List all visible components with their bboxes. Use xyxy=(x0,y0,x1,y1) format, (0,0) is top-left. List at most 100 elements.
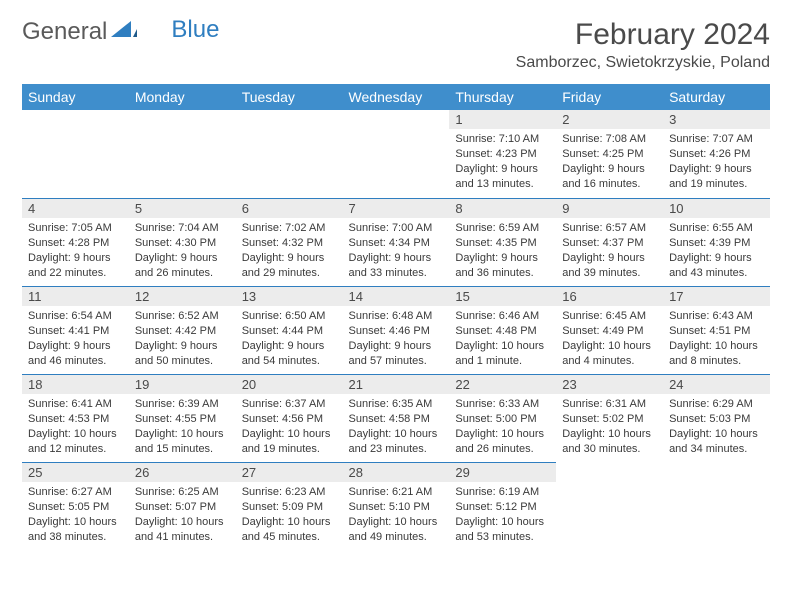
day-detail-line: Sunset: 4:41 PM xyxy=(28,324,123,339)
day-detail-line: Sunset: 4:42 PM xyxy=(135,324,230,339)
day-detail-line: and 45 minutes. xyxy=(242,530,337,545)
calendar-cell: 28Sunrise: 6:21 AMSunset: 5:10 PMDayligh… xyxy=(343,462,450,550)
calendar-row: 1Sunrise: 7:10 AMSunset: 4:23 PMDaylight… xyxy=(22,110,770,198)
day-detail-line: Sunset: 5:12 PM xyxy=(455,500,550,515)
day-detail-line: Sunset: 4:56 PM xyxy=(242,412,337,427)
logo-icon xyxy=(111,18,137,46)
day-detail-line: Sunrise: 6:25 AM xyxy=(135,485,230,500)
day-details: Sunrise: 6:35 AMSunset: 4:58 PMDaylight:… xyxy=(343,394,450,460)
day-detail-line: Sunset: 5:03 PM xyxy=(669,412,764,427)
day-detail-line: Daylight: 10 hours xyxy=(455,515,550,530)
calendar-cell: 3Sunrise: 7:07 AMSunset: 4:26 PMDaylight… xyxy=(663,110,770,198)
day-detail-line: Sunrise: 6:54 AM xyxy=(28,309,123,324)
day-details: Sunrise: 7:02 AMSunset: 4:32 PMDaylight:… xyxy=(236,218,343,284)
day-detail-line: Sunrise: 6:19 AM xyxy=(455,485,550,500)
calendar-cell: 24Sunrise: 6:29 AMSunset: 5:03 PMDayligh… xyxy=(663,374,770,462)
day-detail-line: Daylight: 9 hours xyxy=(455,162,550,177)
day-detail-line: and 30 minutes. xyxy=(562,442,657,457)
day-detail-line: Sunset: 5:00 PM xyxy=(455,412,550,427)
calendar-cell: 2Sunrise: 7:08 AMSunset: 4:25 PMDaylight… xyxy=(556,110,663,198)
day-detail-line: Daylight: 9 hours xyxy=(669,162,764,177)
calendar-cell: 16Sunrise: 6:45 AMSunset: 4:49 PMDayligh… xyxy=(556,286,663,374)
day-detail-line: Sunset: 5:10 PM xyxy=(349,500,444,515)
day-detail-line: Sunset: 4:32 PM xyxy=(242,236,337,251)
day-number: 18 xyxy=(22,374,129,394)
day-number: 24 xyxy=(663,374,770,394)
day-detail-line: and 41 minutes. xyxy=(135,530,230,545)
day-detail-line: and 12 minutes. xyxy=(28,442,123,457)
day-detail-line: Daylight: 10 hours xyxy=(242,427,337,442)
day-details: Sunrise: 7:04 AMSunset: 4:30 PMDaylight:… xyxy=(129,218,236,284)
day-detail-line: and 8 minutes. xyxy=(669,354,764,369)
day-details: Sunrise: 6:21 AMSunset: 5:10 PMDaylight:… xyxy=(343,482,450,548)
calendar-cell: 20Sunrise: 6:37 AMSunset: 4:56 PMDayligh… xyxy=(236,374,343,462)
day-detail-line: Sunrise: 6:48 AM xyxy=(349,309,444,324)
day-detail-line: Sunrise: 6:52 AM xyxy=(135,309,230,324)
day-detail-line: Daylight: 10 hours xyxy=(562,339,657,354)
day-detail-line: Daylight: 9 hours xyxy=(349,251,444,266)
day-number: 2 xyxy=(556,110,663,129)
day-detail-line: and 33 minutes. xyxy=(349,266,444,281)
day-detail-line: Daylight: 9 hours xyxy=(28,339,123,354)
day-detail-line: and 50 minutes. xyxy=(135,354,230,369)
day-number: 19 xyxy=(129,374,236,394)
logo: General Blue xyxy=(22,18,219,46)
day-detail-line: Sunset: 4:28 PM xyxy=(28,236,123,251)
day-number: 9 xyxy=(556,198,663,218)
day-number: 11 xyxy=(22,286,129,306)
day-detail-line: Sunrise: 6:59 AM xyxy=(455,221,550,236)
day-details: Sunrise: 7:08 AMSunset: 4:25 PMDaylight:… xyxy=(556,129,663,195)
day-details: Sunrise: 6:52 AMSunset: 4:42 PMDaylight:… xyxy=(129,306,236,372)
day-detail-line: and 19 minutes. xyxy=(669,177,764,192)
calendar-cell: 4Sunrise: 7:05 AMSunset: 4:28 PMDaylight… xyxy=(22,198,129,286)
calendar-cell: 11 Sunrise: 6:54 AMSunset: 4:41 PMDayligh… xyxy=(22,286,129,374)
calendar-cell: 15Sunrise: 6:46 AMSunset: 4:48 PMDayligh… xyxy=(449,286,556,374)
day-detail-line: Sunset: 5:05 PM xyxy=(28,500,123,515)
day-detail-line: Sunrise: 6:27 AM xyxy=(28,485,123,500)
day-detail-line: Sunset: 4:34 PM xyxy=(349,236,444,251)
header: General Blue February 2024 Samborzec, Sw… xyxy=(22,18,770,72)
calendar-cell: 8Sunrise: 6:59 AMSunset: 4:35 PMDaylight… xyxy=(449,198,556,286)
day-number: 21 xyxy=(343,374,450,394)
day-detail-line: Sunset: 5:09 PM xyxy=(242,500,337,515)
day-detail-line: Daylight: 10 hours xyxy=(135,427,230,442)
day-details: Sunrise: 6:55 AMSunset: 4:39 PMDaylight:… xyxy=(663,218,770,284)
day-detail-line: Sunrise: 6:23 AM xyxy=(242,485,337,500)
weekday-header: Thursday xyxy=(449,84,556,110)
day-detail-line: Sunrise: 6:45 AM xyxy=(562,309,657,324)
calendar-cell: 23Sunrise: 6:31 AMSunset: 5:02 PMDayligh… xyxy=(556,374,663,462)
day-number: 4 xyxy=(22,198,129,218)
calendar-cell: 19Sunrise: 6:39 AMSunset: 4:55 PMDayligh… xyxy=(129,374,236,462)
calendar-cell: 6Sunrise: 7:02 AMSunset: 4:32 PMDaylight… xyxy=(236,198,343,286)
day-details: Sunrise: 6:29 AMSunset: 5:03 PMDaylight:… xyxy=(663,394,770,460)
day-detail-line: Daylight: 9 hours xyxy=(135,339,230,354)
calendar-cell: 10Sunrise: 6:55 AMSunset: 4:39 PMDayligh… xyxy=(663,198,770,286)
day-detail-line: Daylight: 10 hours xyxy=(455,427,550,442)
calendar-cell: 9Sunrise: 6:57 AMSunset: 4:37 PMDaylight… xyxy=(556,198,663,286)
day-detail-line: Sunrise: 7:02 AM xyxy=(242,221,337,236)
day-details: Sunrise: 6:39 AMSunset: 4:55 PMDaylight:… xyxy=(129,394,236,460)
day-number: 17 xyxy=(663,286,770,306)
day-detail-line: Sunrise: 6:46 AM xyxy=(455,309,550,324)
calendar-cell: 22Sunrise: 6:33 AMSunset: 5:00 PMDayligh… xyxy=(449,374,556,462)
calendar-row: 11Sunrise: 6:54 AMSunset: 4:41 PMDayligh… xyxy=(22,286,770,374)
calendar-cell: 25Sunrise: 6:27 AMSunset: 5:05 PMDayligh… xyxy=(22,462,129,550)
day-details: Sunrise: 6:41 AMSunset: 4:53 PMDaylight:… xyxy=(22,394,129,460)
day-detail-line: Sunset: 4:58 PM xyxy=(349,412,444,427)
calendar-cell xyxy=(343,110,450,198)
calendar-cell xyxy=(556,462,663,550)
calendar-cell: 26Sunrise: 6:25 AMSunset: 5:07 PMDayligh… xyxy=(129,462,236,550)
weekday-header-row: Sunday Monday Tuesday Wednesday Thursday… xyxy=(22,84,770,110)
day-detail-line: and 22 minutes. xyxy=(28,266,123,281)
day-details: Sunrise: 6:45 AMSunset: 4:49 PMDaylight:… xyxy=(556,306,663,372)
day-number: 27 xyxy=(236,462,343,482)
day-number: 13 xyxy=(236,286,343,306)
day-number: 5 xyxy=(129,198,236,218)
day-number: 6 xyxy=(236,198,343,218)
day-details: Sunrise: 6:19 AMSunset: 5:12 PMDaylight:… xyxy=(449,482,556,548)
day-number: 7 xyxy=(343,198,450,218)
calendar-cell: 17Sunrise: 6:43 AMSunset: 4:51 PMDayligh… xyxy=(663,286,770,374)
weekday-header: Sunday xyxy=(22,84,129,110)
day-detail-line: Daylight: 10 hours xyxy=(242,515,337,530)
day-detail-line: Sunrise: 6:41 AM xyxy=(28,397,123,412)
